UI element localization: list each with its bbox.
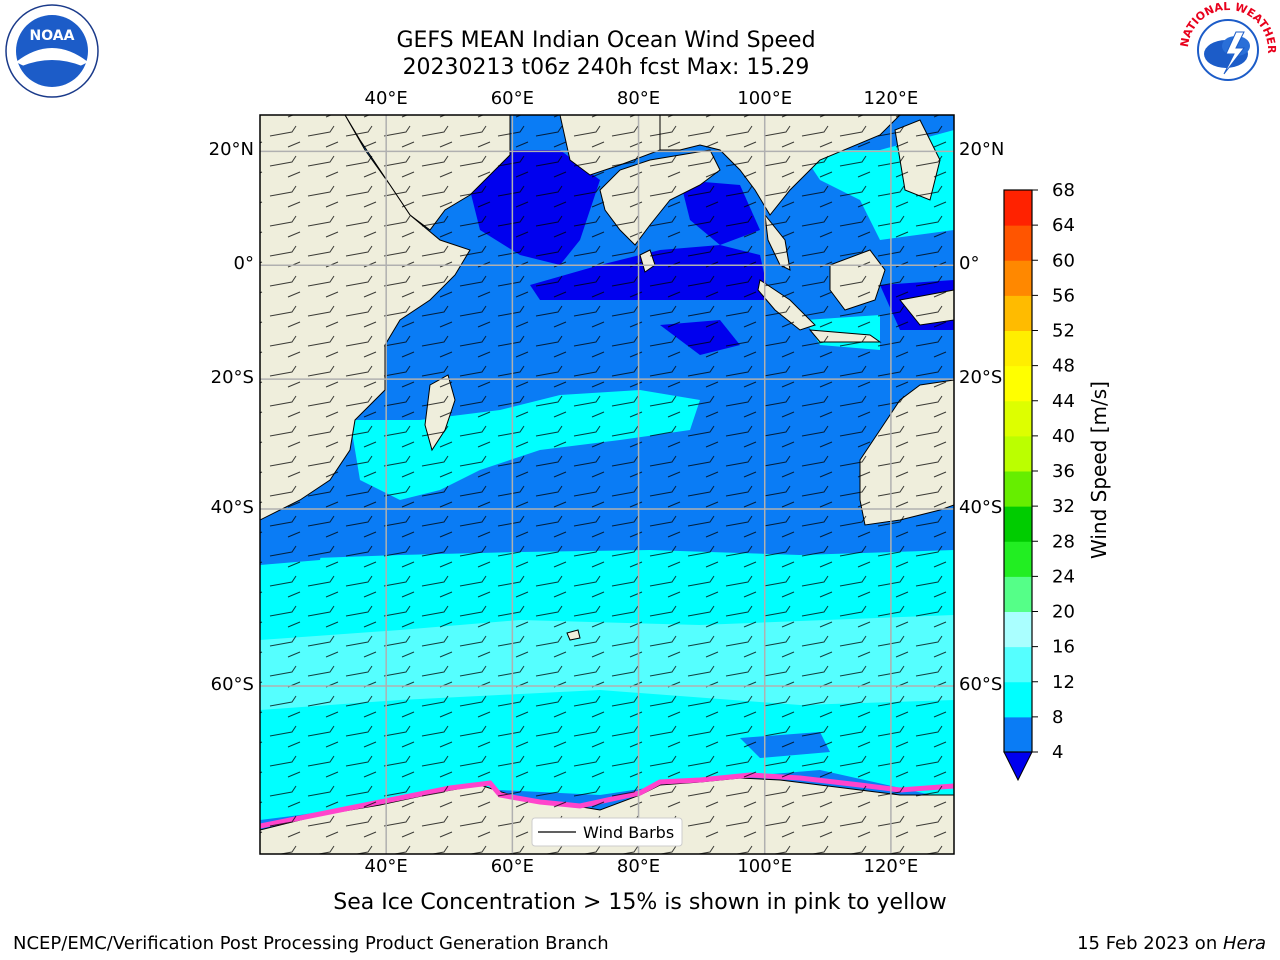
map-legend: Wind Barbs <box>531 817 683 847</box>
colorbar-tick-label: 60 <box>1052 250 1075 271</box>
colorbar-tick-label: 52 <box>1052 321 1075 342</box>
colorbar-segment <box>1004 295 1032 331</box>
colorbar-segment <box>1004 681 1032 718</box>
nws-logo: NATIONAL WEATHER SERVICE <box>1174 0 1278 98</box>
colorbar-tick-label: 12 <box>1052 672 1075 693</box>
noaa-logo-text: NOAA <box>30 28 75 44</box>
colorbar-label: Wind Speed [m/s] <box>1087 381 1111 559</box>
map-frame <box>259 114 955 855</box>
lat-tick-label-left: 60°S <box>210 674 254 695</box>
lon-tick-label-bottom: 60°E <box>490 856 534 877</box>
colorbar-segment <box>1004 646 1032 683</box>
colorbar-tick-label: 44 <box>1052 391 1075 412</box>
colorbar-segment <box>1004 260 1032 296</box>
colorbar-segment <box>1004 330 1032 367</box>
lon-tick-label-top: 80°E <box>616 88 661 109</box>
colorbar-tick-label: 24 <box>1052 566 1075 587</box>
lat-tick-label-left: 20°S <box>210 367 254 389</box>
colorbar-segment <box>1004 190 1032 226</box>
legend-label: Wind Barbs <box>583 823 674 842</box>
lat-tick-label-right: 60°S <box>959 674 1003 695</box>
colorbar-segment <box>1004 471 1032 507</box>
colorbar-segment <box>1004 716 1032 753</box>
sea-ice-caption: Sea Ice Concentration > 15% is shown in … <box>333 890 947 915</box>
lat-tick-label-right: 0° <box>959 253 980 275</box>
colorbar-tick-label: 36 <box>1052 461 1075 482</box>
colorbar-tick-label: 20 <box>1052 602 1075 623</box>
colorbar-tick-label: 16 <box>1052 637 1075 658</box>
chart-title-line2: 20230213 t06z 240h fcst Max: 15.29 <box>402 55 810 80</box>
lon-tick-label-bottom: 120°E <box>863 856 919 877</box>
map-area <box>260 115 954 854</box>
colorbar-segment <box>1004 611 1032 648</box>
wind-barbs <box>260 115 954 854</box>
colorbar-segment <box>1004 400 1032 437</box>
footer-host: Hera <box>1222 933 1266 954</box>
colorbar-tick-label: 4 <box>1052 742 1063 763</box>
lat-tick-label-right: 40°S <box>959 496 1003 518</box>
colorbar-segment <box>1004 435 1032 472</box>
lon-tick-label-top: 120°E <box>863 88 919 109</box>
colorbar-tick-label: 64 <box>1052 215 1075 236</box>
colorbar-tick-label: 32 <box>1052 496 1075 517</box>
lon-tick-label-top: 60°E <box>490 88 534 109</box>
colorbar-under-arrow <box>1003 751 1033 782</box>
colorbar-tick-label: 8 <box>1052 707 1063 728</box>
noaa-logo: NOAA <box>2 4 102 98</box>
colorbar-segment <box>1004 541 1032 577</box>
footer-date-text: 15 Feb 2023 on <box>1077 933 1223 954</box>
lon-tick-label-top: 100°E <box>737 88 793 109</box>
gridlines <box>260 115 954 854</box>
colorbar-segment <box>1004 365 1032 402</box>
colorbar-segment <box>1004 506 1032 542</box>
lat-tick-label-left: 20°N <box>208 139 254 161</box>
colorbar-tick-label: 28 <box>1052 531 1075 552</box>
lat-tick-label-right: 20°S <box>959 367 1003 389</box>
chart-title-line1: GEFS MEAN Indian Ocean Wind Speed <box>396 28 816 53</box>
footer-date: 15 Feb 2023 on Hera <box>1077 933 1266 954</box>
lon-tick-label-top: 40°E <box>364 88 408 109</box>
lon-tick-label-bottom: 80°E <box>616 856 661 877</box>
lat-tick-label-left: 40°S <box>210 496 254 518</box>
colorbar-tick-label: 48 <box>1052 356 1075 377</box>
lon-tick-label-bottom: 100°E <box>737 856 793 877</box>
colorbar-segment <box>1004 576 1032 612</box>
lon-tick-label-bottom: 40°E <box>364 856 408 877</box>
colorbar-tick-label: 56 <box>1052 285 1075 306</box>
lat-tick-label-left: 0° <box>233 253 254 275</box>
colorbar-segment <box>1004 225 1032 261</box>
colorbar-tick-label: 68 <box>1052 180 1075 201</box>
footer-credit: NCEP/EMC/Verification Post Processing Pr… <box>13 933 609 954</box>
colorbar-tick-label: 40 <box>1052 426 1075 447</box>
lat-tick-label-right: 20°N <box>959 139 1005 161</box>
